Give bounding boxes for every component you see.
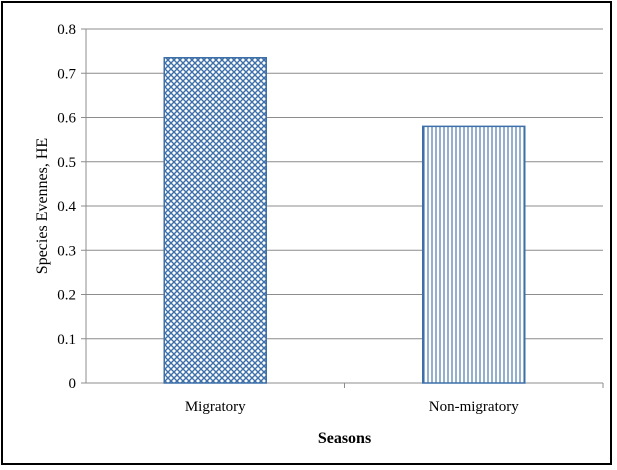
y-tick-label: 0.5 [57, 155, 76, 171]
y-tick-label: 0.6 [57, 111, 76, 127]
x-tick-label: Non-migratory [429, 399, 519, 415]
bars [163, 57, 526, 384]
bar-non-migratory [422, 125, 526, 384]
y-tick-label: 0.4 [57, 199, 76, 215]
y-axis-title: Species Evennes, HE [34, 138, 51, 274]
y-tick-label: 0 [69, 376, 77, 392]
bar-chart: 0 0.1 0.2 0.3 0.4 0.5 0.6 0.7 0.8 Migratory Non-mi… [34, 22, 604, 447]
y-tick-label: 0.1 [57, 332, 76, 348]
y-tick-label: 0.8 [57, 22, 76, 38]
bar-migratory [163, 57, 267, 384]
y-tick-label: 0.7 [57, 66, 76, 82]
y-tick-label: 0.3 [57, 243, 76, 259]
x-tick-label: Migratory [185, 399, 246, 415]
y-tick-label: 0.2 [57, 288, 76, 304]
tick-labels: 0 0.1 0.2 0.3 0.4 0.5 0.6 0.7 0.8 Migratory Non-mi… [57, 22, 519, 415]
chart-frame: 0 0.1 0.2 0.3 0.4 0.5 0.6 0.7 0.8 Migratory Non-mi… [1, 1, 612, 465]
x-axis-title: Seasons [318, 430, 371, 447]
